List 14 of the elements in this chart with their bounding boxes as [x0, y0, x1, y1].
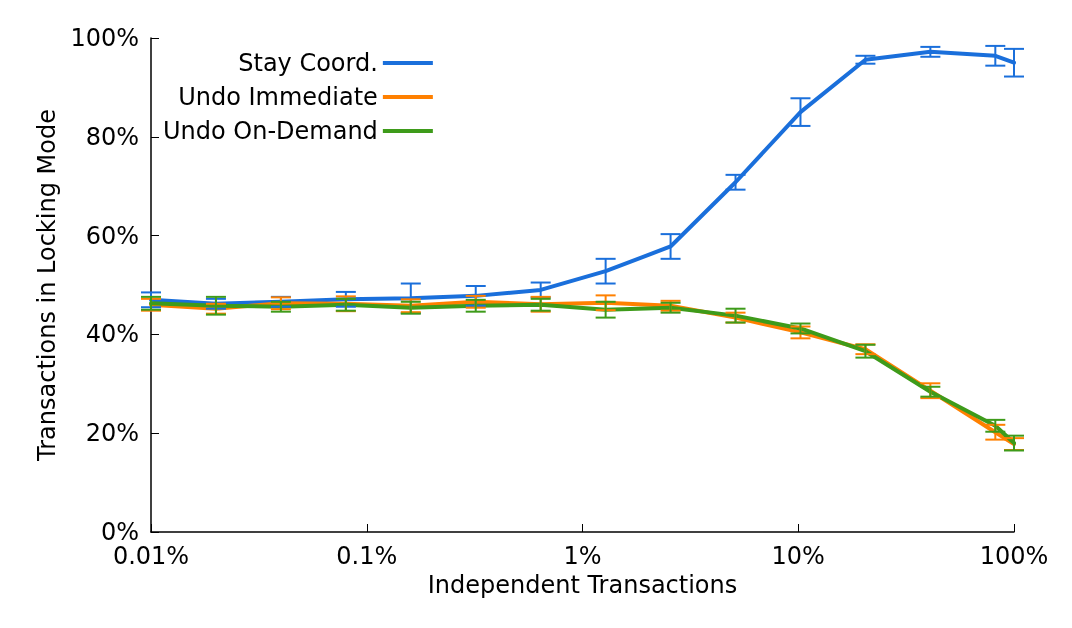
y-tick-label: 60%	[85, 221, 139, 250]
y-tick-label: 20%	[85, 419, 139, 448]
x-tick-label: 10%	[771, 542, 825, 570]
y-axis-title: Transactions in Locking Mode	[33, 109, 62, 462]
y-tick-label: 80%	[85, 122, 139, 151]
x-tick-label: 100%	[979, 542, 1049, 570]
y-tick-label: 40%	[85, 320, 139, 349]
x-axis-title: Independent Transactions	[427, 570, 738, 599]
x-tick-label: 0.1%	[336, 542, 398, 570]
legend-label: Undo On-Demand	[162, 117, 378, 145]
x-tick-label: 1%	[563, 542, 602, 570]
legend-label: Undo Immediate	[178, 83, 378, 111]
y-tick-label: 100%	[70, 24, 139, 52]
legend-label: Stay Coord.	[238, 49, 378, 77]
